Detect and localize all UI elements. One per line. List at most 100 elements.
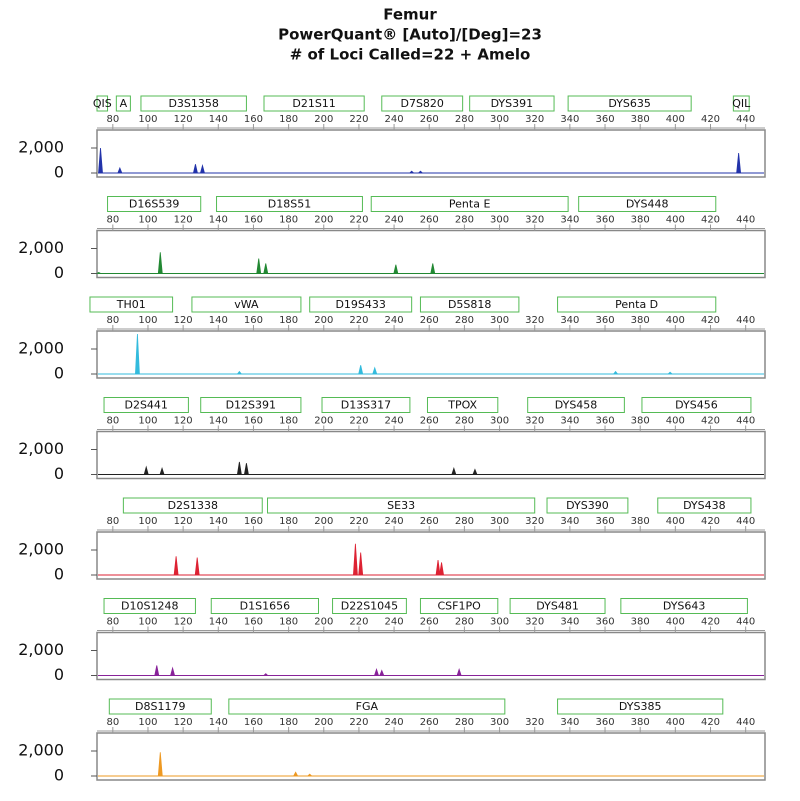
y-tick-label: 0	[54, 364, 64, 383]
x-tick-label: 180	[279, 717, 298, 728]
x-tick-label: 140	[209, 215, 228, 226]
x-tick-label: 100	[138, 215, 157, 226]
x-tick-label: 200	[314, 315, 333, 326]
y-tick-label: 2,000	[18, 640, 64, 659]
x-tick-label: 280	[455, 215, 474, 226]
locus-label: DYS391	[491, 97, 534, 110]
x-tick-label: 220	[349, 617, 368, 628]
locus-label: vWA	[234, 298, 259, 311]
x-tick-label: 420	[701, 315, 720, 326]
y-tick-label: 0	[54, 263, 64, 282]
x-tick-label: 340	[560, 215, 579, 226]
x-tick-label: 400	[666, 315, 685, 326]
plot-frame	[96, 732, 766, 781]
x-tick-label: 200	[314, 114, 333, 125]
x-tick-label: 320	[525, 416, 544, 427]
x-tick-label: 420	[701, 717, 720, 728]
locus-label: D5S818	[448, 298, 491, 311]
locus-box	[546, 497, 629, 514]
locus-label: D3S1358	[168, 97, 218, 110]
locus-box	[509, 598, 606, 614]
x-tick-label: 440	[736, 416, 755, 427]
locus-box	[557, 296, 717, 313]
peak	[263, 263, 269, 274]
x-tick-label: 180	[279, 516, 298, 527]
x-tick-label: 220	[349, 717, 368, 728]
locus-box	[419, 296, 520, 313]
x-tick-label: 360	[595, 315, 614, 326]
locus-label: D22S1045	[341, 600, 398, 613]
x-tick-label: 140	[209, 717, 228, 728]
locus-box	[370, 196, 569, 212]
x-tick-label: 180	[279, 215, 298, 226]
locus-label: D21S11	[292, 97, 335, 110]
x-tick-label: 340	[560, 717, 579, 728]
x-tick-label: 320	[525, 215, 544, 226]
x-tick-label: 300	[490, 717, 509, 728]
peak	[292, 771, 299, 777]
x-tick-label: 380	[631, 617, 650, 628]
locus-box	[527, 397, 625, 413]
x-tick-label: 440	[736, 114, 755, 125]
peak	[358, 365, 364, 375]
locus-label: Penta D	[615, 298, 658, 311]
peak	[352, 543, 358, 576]
locus-label: DYS390	[566, 499, 609, 512]
x-tick-label: 180	[279, 617, 298, 628]
x-tick-label: 120	[174, 315, 193, 326]
plot-frame	[96, 229, 766, 279]
x-tick-label: 440	[736, 717, 755, 728]
x-tick-label: 100	[138, 516, 157, 527]
title: Femur	[383, 6, 437, 24]
x-tick-label: 120	[174, 416, 193, 427]
x-tick-label: 440	[736, 315, 755, 326]
locus-box	[419, 598, 499, 614]
locus-box	[469, 95, 555, 112]
peak	[417, 170, 424, 174]
peak	[236, 370, 243, 375]
locus-label: Penta E	[449, 198, 491, 211]
peak	[358, 552, 364, 576]
locus-box	[96, 95, 109, 112]
x-tick-label: 140	[209, 617, 228, 628]
locus-label: D2S441	[124, 399, 167, 412]
peak	[612, 370, 619, 375]
x-tick-label: 80	[106, 516, 119, 527]
x-tick-label: 140	[209, 516, 228, 527]
locus-label: TPOX	[447, 399, 477, 412]
locus-box	[103, 598, 196, 614]
x-tick-label: 80	[106, 617, 119, 628]
peak	[667, 371, 674, 375]
locus-box	[557, 698, 724, 715]
peak	[194, 557, 200, 576]
x-tick-label: 200	[314, 516, 333, 527]
peak	[439, 562, 445, 576]
x-tick-label: 180	[279, 416, 298, 427]
peak	[472, 468, 478, 475]
x-tick-label: 340	[560, 617, 579, 628]
x-tick-label: 240	[385, 114, 404, 125]
y-tick-label: 0	[54, 464, 64, 483]
x-tick-label: 340	[560, 416, 579, 427]
x-tick-label: 380	[631, 416, 650, 427]
x-tick-label: 360	[595, 617, 614, 628]
locus-label: D13S317	[341, 399, 391, 412]
x-tick-label: 160	[244, 215, 263, 226]
locus-label: DYS458	[555, 399, 598, 412]
x-tick-label: 240	[385, 315, 404, 326]
x-tick-label: 420	[701, 215, 720, 226]
peak	[256, 258, 262, 274]
peak	[373, 667, 380, 676]
x-tick-label: 300	[490, 215, 509, 226]
x-tick-label: 260	[420, 315, 439, 326]
locus-box	[216, 196, 363, 212]
x-tick-label: 100	[138, 617, 157, 628]
locus-label: DYS438	[683, 499, 726, 512]
locus-box	[381, 95, 464, 112]
x-tick-label: 380	[631, 717, 650, 728]
x-tick-label: 440	[736, 516, 755, 527]
x-tick-label: 200	[314, 416, 333, 427]
x-tick-label: 180	[279, 114, 298, 125]
locus-label: D10S1248	[121, 600, 178, 613]
